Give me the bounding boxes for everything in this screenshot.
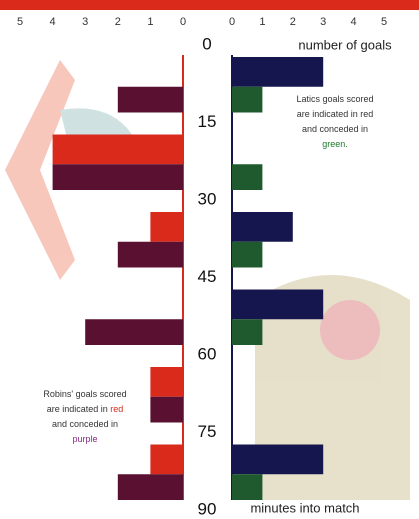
y-axis-label: minutes into match	[250, 500, 359, 515]
background-art	[5, 60, 410, 500]
note-text: purple	[72, 434, 97, 444]
y-tick-label: 75	[198, 422, 217, 441]
bar	[150, 212, 183, 242]
bar	[232, 319, 263, 345]
bar	[232, 212, 293, 242]
note-text: green.	[322, 139, 348, 149]
x-tick-label: 1	[147, 16, 153, 28]
bar	[85, 319, 183, 345]
bar	[52, 164, 183, 190]
x-tick-label: 4	[50, 16, 56, 28]
bar	[117, 474, 183, 500]
note-line: are indicated in red	[297, 109, 374, 119]
note-text: red	[110, 404, 123, 414]
note-line: green.	[322, 139, 348, 149]
x-tick-label: 2	[115, 16, 121, 28]
note-line: Latics goals scored	[296, 94, 373, 104]
y-tick-label: 90	[198, 499, 217, 518]
y-tick-label: 45	[198, 267, 217, 286]
x-tick-label: 2	[290, 16, 296, 28]
bar	[232, 289, 324, 320]
y-tick-label: 60	[198, 344, 217, 363]
bar	[232, 241, 263, 268]
bar	[117, 241, 183, 268]
x-tick-label: 0	[229, 16, 235, 28]
note-line: Robins' goals scored	[43, 389, 126, 399]
x-tick-label: 5	[381, 16, 387, 28]
bar	[150, 444, 183, 475]
bar	[232, 444, 324, 475]
note-line: and conceded in	[302, 124, 368, 134]
bar	[232, 86, 263, 113]
note-text: and conceded in	[302, 124, 368, 134]
note-line: are indicated in red	[47, 404, 124, 414]
bar	[117, 86, 183, 113]
bar	[232, 164, 263, 190]
y-tick-label: 15	[198, 112, 217, 131]
bar	[52, 134, 183, 165]
note-text: are indicated in	[47, 404, 111, 414]
bar	[232, 474, 263, 500]
note-text: are indicated in red	[297, 109, 374, 119]
bar	[150, 367, 183, 397]
note-text: and conceded in	[52, 419, 118, 429]
bar	[232, 57, 324, 87]
y-tick-label: 30	[198, 189, 217, 208]
x-tick-label: 4	[351, 16, 357, 28]
x-tick-label: 1	[259, 16, 265, 28]
x-tick-label: 5	[17, 16, 23, 28]
bar	[150, 396, 183, 423]
note-text: Latics goals scored	[296, 94, 373, 104]
x-tick-label: 3	[320, 16, 326, 28]
x-tick-label: 0	[180, 16, 186, 28]
title-band	[0, 0, 419, 10]
note-line: purple	[72, 434, 97, 444]
x-axis-label: number of goals	[298, 37, 392, 52]
note-text: Robins' goals scored	[43, 389, 126, 399]
x-tick-label: 3	[82, 16, 88, 28]
y-tick-label: 0	[202, 34, 211, 53]
note-line: and conceded in	[52, 419, 118, 429]
